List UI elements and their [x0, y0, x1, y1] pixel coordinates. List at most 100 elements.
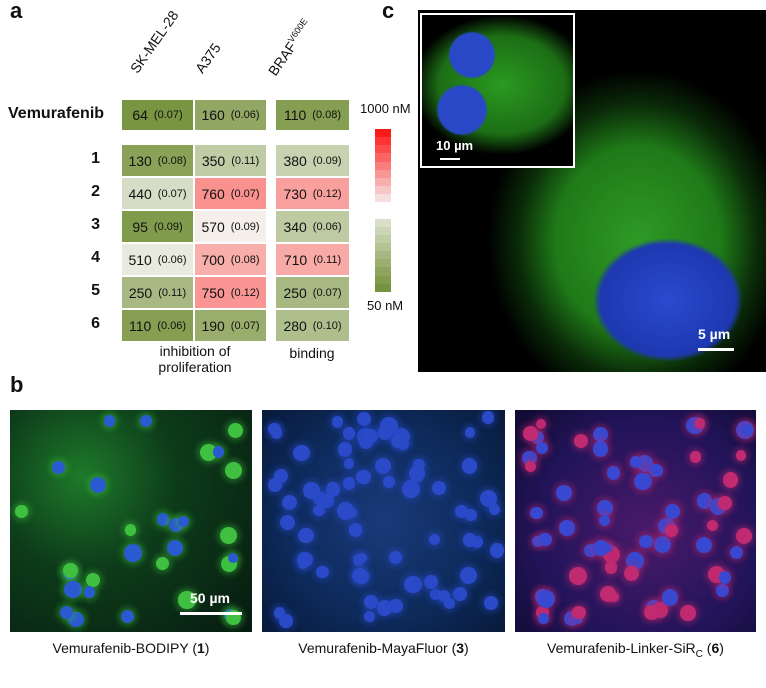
scale-step	[375, 267, 391, 276]
table-cell: 280 (0.10)	[275, 309, 350, 342]
cell-nucleus	[630, 456, 642, 469]
table-cell: 760 (0.07)	[194, 177, 267, 210]
ic50-value: 510	[128, 251, 152, 268]
cell-nucleus	[378, 426, 392, 441]
cell-nucleus	[389, 599, 403, 613]
cell-nucleus	[665, 504, 680, 519]
cell-nucleus	[664, 524, 678, 538]
cell-nucleus	[706, 520, 719, 532]
cell-nucleus	[623, 566, 640, 582]
cell-nucleus	[592, 441, 609, 458]
cell-nucleus	[559, 520, 575, 536]
cell-nucleus	[573, 433, 588, 448]
scale-max-label: 1000 nM	[360, 101, 411, 116]
cell-nucleus	[592, 426, 609, 443]
scale-step	[375, 218, 391, 227]
cell-nucleus	[402, 480, 420, 498]
table-cell: 95 (0.09)	[121, 210, 194, 243]
cell-nucleus	[531, 535, 543, 547]
sd-value: (0.06)	[157, 253, 187, 266]
cell-nucleus	[388, 551, 402, 565]
ic50-value: 700	[201, 251, 225, 268]
sd-value: (0.11)	[231, 154, 260, 167]
ic50-value: 110	[283, 107, 307, 123]
table-cell: 730 (0.12)	[275, 177, 350, 210]
ic50-value: 350	[201, 152, 226, 169]
cell-nucleus	[735, 450, 747, 461]
cell-nucleus	[281, 494, 297, 510]
cell-nucleus	[626, 552, 645, 571]
sd-value: (0.11)	[313, 253, 342, 266]
row-label: 4	[91, 249, 100, 266]
scale-step	[375, 194, 391, 203]
sd-value: (0.10)	[312, 319, 342, 332]
sd-value: (0.07)	[157, 187, 187, 200]
ic50-value: 440	[128, 185, 152, 202]
sd-value: (0.09)	[230, 220, 260, 233]
row-label: Vemurafenib	[8, 105, 105, 122]
cell-nucleus	[267, 477, 282, 493]
table-cell: 570 (0.09)	[194, 210, 267, 243]
scale-step	[375, 275, 391, 284]
table-cell: 160 (0.06)	[194, 99, 267, 131]
ic50-value: 730	[283, 185, 307, 202]
cell-nucleus	[480, 490, 498, 508]
ic50-value: 250	[128, 284, 153, 301]
cell-nucleus	[364, 610, 376, 622]
ic50-value: 750	[201, 284, 225, 301]
cell-nucleus	[535, 442, 548, 455]
cell-nucleus	[530, 506, 543, 520]
cell-nucleus	[462, 458, 478, 474]
column-header-a375: A375	[191, 40, 224, 76]
cell-nucleus	[336, 502, 355, 520]
cell-nucleus	[453, 587, 468, 602]
cell-nucleus	[219, 526, 238, 545]
cell-nucleus	[124, 524, 136, 536]
label-binding: binding	[289, 345, 335, 361]
cell-nucleus	[270, 427, 282, 439]
scale-bar-label: 5 µm	[698, 326, 731, 342]
cell-nucleus	[326, 482, 341, 497]
cell-nucleus	[15, 505, 28, 518]
cell-nucleus	[736, 528, 753, 545]
row-label: 2	[91, 183, 100, 200]
cell-nucleus	[723, 472, 739, 488]
table-cell: 350 (0.11)	[194, 144, 267, 177]
cell-nucleus	[653, 536, 671, 554]
cell-nucleus	[634, 472, 652, 491]
table-cell: 110 (0.08)	[275, 99, 350, 131]
ic50-value: 250	[283, 284, 307, 301]
cell-nucleus	[348, 523, 363, 537]
cell-nucleus	[462, 533, 477, 547]
cell-nucleus	[481, 411, 495, 424]
cell-nucleus	[297, 558, 308, 569]
cell-nucleus	[431, 480, 446, 495]
panel-c-label: c	[382, 0, 395, 23]
cell-nucleus	[363, 428, 379, 444]
cell-nucleus	[343, 458, 355, 469]
scale-step	[375, 169, 391, 178]
scale-step	[375, 226, 391, 235]
cell-nucleus	[409, 466, 425, 482]
cell-nucleus	[155, 556, 169, 570]
cell-nucleus	[429, 588, 441, 600]
cell-nucleus	[465, 508, 478, 521]
inset-image: 10 µm	[420, 13, 575, 168]
cell-nucleus	[555, 484, 572, 501]
cell-nucleus	[343, 477, 356, 490]
cell-nucleus	[121, 609, 135, 623]
row-label: 1	[91, 150, 100, 167]
sd-value: (0.07)	[153, 109, 183, 121]
scale-step	[375, 153, 391, 162]
cell-nucleus	[103, 415, 116, 427]
panel-a-label: a	[10, 0, 23, 23]
ic50-value: 130	[128, 152, 152, 169]
sd-value: (0.08)	[312, 109, 342, 121]
cell-nucleus	[438, 590, 451, 603]
scale-step	[375, 137, 391, 146]
ic50-value: 160	[201, 107, 225, 123]
table-cell: 710 (0.11)	[275, 243, 350, 276]
cell-nucleus	[212, 446, 225, 458]
caption-sirc: Vemurafenib-Linker-SiRC (6)	[547, 640, 724, 660]
sd-value: (0.12)	[312, 187, 342, 200]
